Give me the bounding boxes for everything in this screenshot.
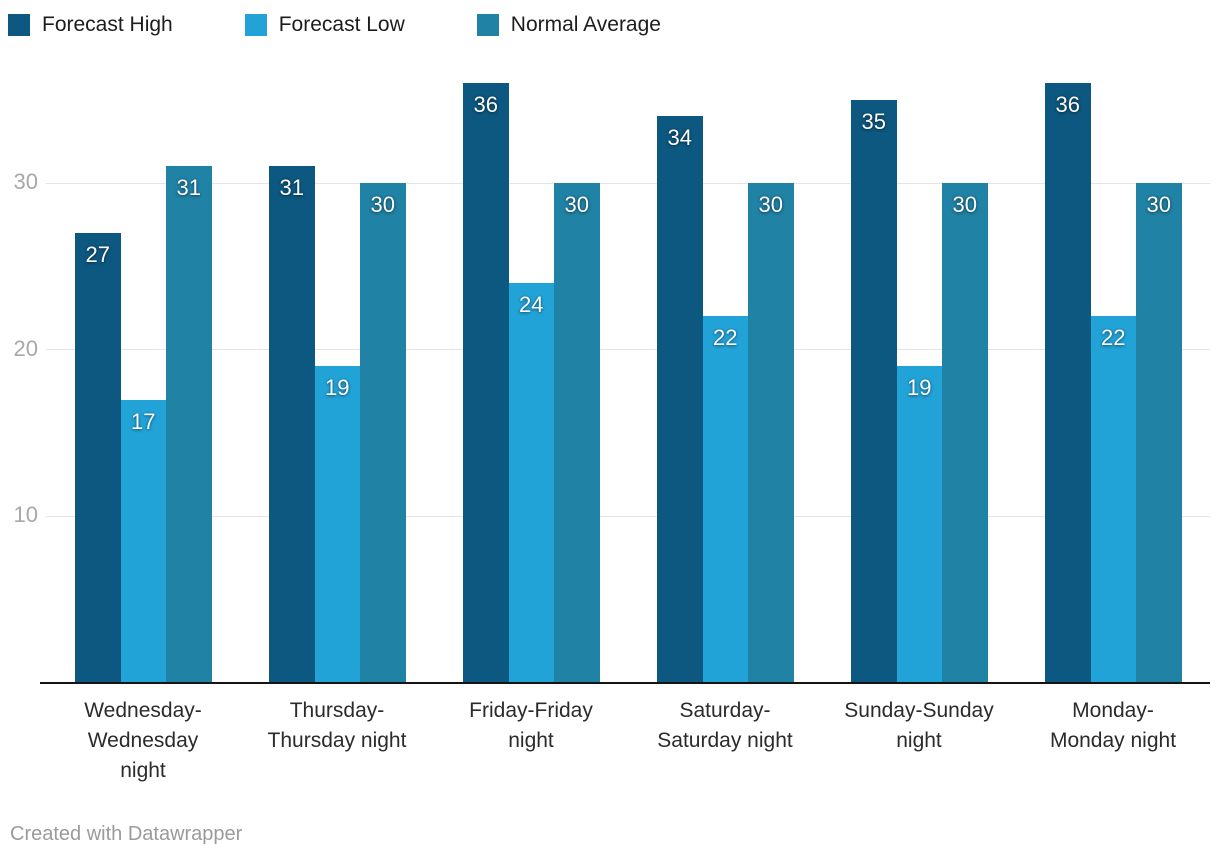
x-axis-line [40,682,1210,684]
y-tick-label-20: 20 [13,335,38,361]
bar-value-label: 22 [1101,325,1126,351]
bar-forecast-high[interactable]: 36 [463,83,509,683]
legend-item-forecast-high: Forecast High [8,14,173,36]
category-label: Friday-Friday night [469,699,593,752]
legend-item-normal-average: Normal Average [476,13,661,36]
bar-group: 34 22 30 [628,0,822,683]
category-label: Monday- Monday night [1049,699,1177,752]
bar-normal-average[interactable]: 30 [1136,183,1182,683]
category-label: Wednesday- Wednesday night [84,699,202,782]
bar-value-label: 30 [952,192,977,217]
bar-normal-average[interactable]: 30 [748,183,794,683]
bar-value-label: 30 [370,192,395,217]
bar-normal-average[interactable]: 30 [554,183,600,683]
legend-swatch [244,14,267,36]
bar-group: 31 19 30 [240,0,434,683]
bar-forecast-high[interactable]: 31 [269,166,315,683]
bar-forecast-low[interactable]: 22 [1090,316,1136,683]
bar-value-label: 31 [279,175,304,201]
bar-groups: 27 17 31 31 19 30 36 24 30 34 22 30 35 19 30 36 22 30 [46,0,1210,683]
bar-value-label: 24 [519,292,544,317]
bar-forecast-low[interactable]: 22 [702,316,748,683]
bar-value-label: 35 [861,108,886,134]
bar-value-label: 36 [1055,92,1080,117]
bar-value-label: 30 [758,192,783,217]
bar-value-label: 27 [85,242,110,267]
bar-value-label: 22 [713,325,738,351]
bar-value-label: 30 [1146,192,1171,217]
bar-forecast-low[interactable]: 19 [896,366,942,683]
legend-label: Forecast High [42,13,173,36]
bar-group: 36 24 30 [434,0,628,683]
category-label: Thursday- Thursday night [267,699,407,752]
bar-value-label: 19 [325,375,350,401]
bar-forecast-high[interactable]: 35 [851,99,897,683]
gridline-10 [46,515,1210,517]
legend-swatch [8,14,30,36]
bar-value-label: 36 [473,92,498,117]
legend: Forecast High Forecast Low Normal Average [8,14,733,36]
bar-normal-average[interactable]: 31 [166,166,212,683]
bar-forecast-low[interactable]: 17 [120,399,166,683]
bar-forecast-low[interactable]: 24 [508,283,554,683]
bar-value-label: 31 [176,175,201,201]
legend-swatch [476,14,499,36]
bar-forecast-low[interactable]: 19 [314,366,360,683]
y-tick-label-10: 10 [13,502,38,528]
bar-forecast-high[interactable]: 27 [75,233,121,683]
attribution-link[interactable]: Created with Datawrapper [10,823,243,845]
bar-value-label: 19 [907,375,932,401]
bar-value-label: 30 [564,192,589,217]
category-label: Sunday-Sunday night [844,699,994,752]
bar-group: 35 19 30 [822,0,1016,683]
legend-item-forecast-low: Forecast Low [244,13,405,36]
bar-value-label: 17 [131,408,156,434]
bar-group: 36 22 30 [1016,0,1210,683]
bar-forecast-high[interactable]: 36 [1045,83,1091,683]
legend-label: Normal Average [510,13,661,36]
bar-normal-average[interactable]: 30 [360,183,406,683]
gridline-30 [46,182,1210,184]
gridline-20 [46,349,1210,351]
bar-normal-average[interactable]: 30 [942,183,988,683]
bar-forecast-high[interactable]: 34 [657,116,703,683]
bar-group: 27 17 31 [46,0,240,683]
y-tick-label-30: 30 [13,169,38,195]
category-label: Saturday- Saturday night [657,699,793,752]
legend-label: Forecast Low [278,13,405,36]
bar-value-label: 34 [667,125,692,151]
